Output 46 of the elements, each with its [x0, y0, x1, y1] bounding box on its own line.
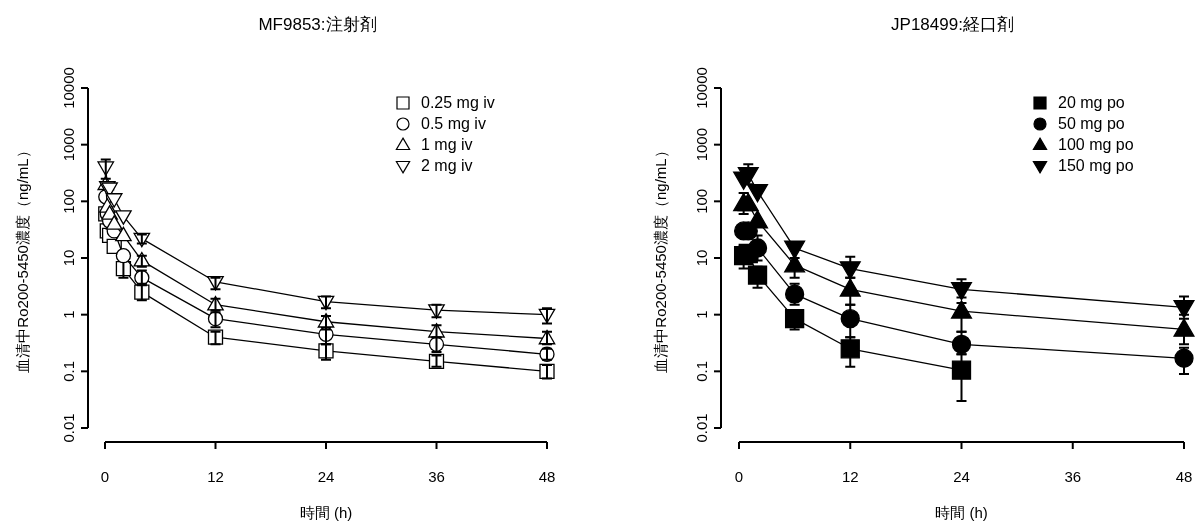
y-tick-label: 1000	[693, 127, 710, 162]
x-tick-label: 12	[207, 468, 224, 485]
legend-item: 1 mg iv	[395, 136, 473, 153]
y-tick-label: 10000	[693, 67, 710, 109]
x-tick-label: 24	[317, 468, 335, 485]
y-tick-label: 0.1	[60, 360, 77, 382]
legend-label: 150 mg po	[1058, 157, 1134, 174]
x-tick-label: 36	[428, 468, 445, 485]
legend-label: 0.5 mg iv	[421, 115, 486, 132]
y-tick-label: 10	[60, 249, 77, 267]
x-tick-label: 48	[538, 468, 556, 485]
y-tick-label: 0.01	[60, 413, 77, 443]
chart-title: MF9853:注射剤	[258, 15, 377, 34]
legend-item: 0.25 mg iv	[396, 94, 495, 111]
legend-label: 2 mg iv	[421, 157, 473, 174]
x-tick-label: 24	[953, 468, 970, 485]
y-tick-label: 1	[60, 310, 77, 319]
x-axis-title: 時間 (h)	[299, 504, 353, 521]
legend-label: 100 mg po	[1058, 136, 1134, 153]
y-tick-label: 0.1	[693, 360, 710, 382]
y-tick-label: 1000	[60, 127, 77, 162]
y-axis-title: 血清中Ro200-5450濃度（ng/mL）	[652, 143, 669, 373]
y-tick-label: 10000	[60, 67, 77, 109]
y-tick-label: 100	[693, 188, 710, 214]
y-tick-label: 10	[693, 249, 710, 267]
legend-item: 150 mg po	[1032, 157, 1134, 175]
y-tick-label: 100	[60, 188, 77, 214]
legend-item: 20 mg po	[1033, 94, 1125, 111]
legend-label: 0.25 mg iv	[421, 94, 495, 111]
legend-label: 20 mg po	[1058, 94, 1125, 111]
x-axis-title: 時間 (h)	[935, 504, 988, 521]
x-tick-label: 0	[100, 468, 110, 485]
y-axis-title: 血清中Ro200-5450濃度（ng/mL）	[14, 143, 31, 373]
chart-title: JP18499:経口剤	[891, 15, 1014, 34]
legend-item: 50 mg po	[1033, 115, 1125, 132]
y-tick-label: 0.01	[693, 413, 710, 443]
legend-item: 2 mg iv	[395, 157, 473, 175]
x-tick-label: 0	[734, 468, 744, 485]
legend-item: 100 mg po	[1032, 136, 1134, 153]
y-tick-label: 1	[693, 310, 710, 319]
legend-item: 0.5 mg iv	[396, 115, 486, 132]
legend-label: 50 mg po	[1058, 115, 1125, 132]
legend-label: 1 mg iv	[421, 136, 473, 153]
x-tick-label: 12	[841, 468, 859, 485]
x-tick-label: 48	[1175, 468, 1193, 485]
x-tick-label: 36	[1064, 468, 1082, 485]
